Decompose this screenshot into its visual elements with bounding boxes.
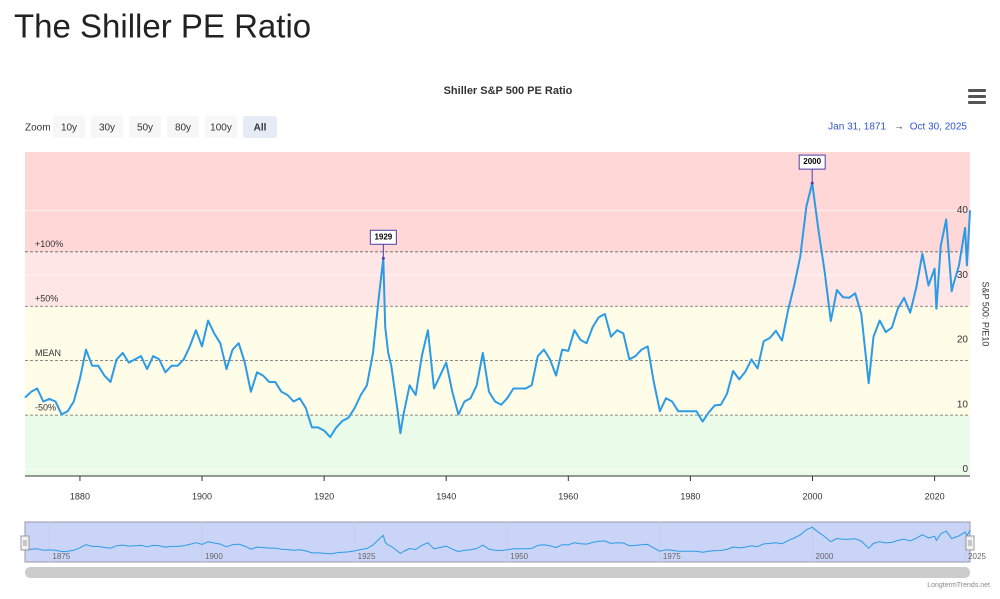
zoom-button-bg bbox=[53, 116, 85, 138]
zoom-button-label: All bbox=[254, 123, 267, 134]
navigator-tick-label: 1900 bbox=[205, 552, 223, 561]
range-from[interactable]: Jan 31, 1871 bbox=[828, 122, 886, 133]
plot-area: 0 10 20 30 40 +100% +50% MEAN -50% 1880 1900 1920 19… bbox=[24, 152, 971, 501]
annotation-point bbox=[381, 256, 385, 260]
annotation-box bbox=[369, 229, 397, 245]
annotation-label: 2000 bbox=[803, 157, 821, 166]
zone-band bbox=[25, 415, 970, 476]
y-axis-title: S&P 500: P/E10 bbox=[981, 282, 991, 347]
zoom-button[interactable]: 50y bbox=[129, 116, 161, 138]
x-tick-label: 1920 bbox=[314, 491, 334, 501]
zoom-buttons: 10y 30y 50y 80y 100y All bbox=[53, 116, 277, 138]
y-tick-label: 30 bbox=[957, 270, 969, 281]
navigator-tick-label: 1975 bbox=[663, 552, 681, 561]
y-tick-label: 20 bbox=[957, 335, 969, 346]
range-separator: → bbox=[894, 122, 904, 133]
navigator-tick-label: 1875 bbox=[52, 552, 70, 561]
navigator-handle-body bbox=[20, 535, 30, 551]
x-tick-label: 2020 bbox=[925, 491, 945, 501]
x-tick-label: 2000 bbox=[802, 491, 822, 501]
zone-band bbox=[25, 251, 970, 307]
zoom-label: Zoom bbox=[25, 123, 51, 134]
range-to[interactable]: Oct 30, 2025 bbox=[910, 122, 968, 133]
band-label: +100% bbox=[35, 239, 63, 249]
y-tick-label: 40 bbox=[957, 205, 969, 216]
zone-band bbox=[25, 306, 970, 361]
zoom-button-label: 10y bbox=[61, 123, 77, 134]
x-tick-label: 1940 bbox=[436, 491, 456, 501]
zoom-button[interactable]: All bbox=[243, 116, 277, 138]
zoom-button[interactable]: 100y bbox=[205, 116, 237, 138]
zoom-button-bg bbox=[91, 116, 123, 138]
band-label: -50% bbox=[35, 402, 56, 412]
zoom-button[interactable]: 30y bbox=[91, 116, 123, 138]
y-tick-label: 0 bbox=[962, 464, 968, 475]
band-label: +50% bbox=[35, 294, 58, 304]
x-tick-label: 1960 bbox=[558, 491, 578, 501]
navigator-line bbox=[24, 526, 971, 555]
zoom-button-bg bbox=[167, 116, 199, 138]
zone-band bbox=[25, 152, 970, 252]
zoom-button-bg bbox=[205, 116, 237, 138]
zoom-button[interactable]: 10y bbox=[53, 116, 85, 138]
page-title: The Shiller PE Ratio bbox=[14, 8, 311, 45]
zoom-button-label: 80y bbox=[175, 123, 191, 134]
annotation-box bbox=[798, 154, 826, 170]
navigator-handle[interactable] bbox=[965, 535, 975, 551]
data-line bbox=[24, 182, 971, 439]
x-tick-label: 1880 bbox=[70, 491, 90, 501]
zoom-button-label: 50y bbox=[137, 123, 153, 134]
navigator: 1875 1900 1925 1950 1975 2000 2025 bbox=[20, 521, 986, 578]
zone-band bbox=[25, 360, 970, 416]
zoom-button-label: 30y bbox=[99, 123, 115, 134]
band-label: MEAN bbox=[35, 348, 61, 358]
menu-bar bbox=[968, 101, 986, 104]
menu-bar bbox=[968, 89, 986, 92]
navigator-handle[interactable] bbox=[20, 535, 30, 551]
annotation-label: 1929 bbox=[374, 232, 392, 241]
menu-icon[interactable] bbox=[968, 89, 986, 104]
menu-bar bbox=[968, 95, 986, 98]
zoom-button-bg bbox=[243, 116, 277, 138]
x-tick-label: 1980 bbox=[680, 491, 700, 501]
annotation-point bbox=[810, 181, 814, 185]
zoom-button[interactable]: 80y bbox=[167, 116, 199, 138]
navigator-tick-label: 1925 bbox=[358, 552, 376, 561]
x-tick-label: 1900 bbox=[192, 491, 212, 501]
chart-title: Shiller S&P 500 PE Ratio bbox=[444, 85, 573, 97]
navigator-tick-label: 2025 bbox=[968, 552, 986, 561]
credit: LongtermTrends.net bbox=[927, 582, 990, 589]
navigator-tick-label: 1950 bbox=[510, 552, 528, 561]
y-tick-label: 10 bbox=[957, 399, 969, 410]
zoom-button-bg bbox=[129, 116, 161, 138]
zoom-button-label: 100y bbox=[210, 123, 232, 134]
scrollbar[interactable] bbox=[25, 567, 970, 578]
navigator-handle-body bbox=[965, 535, 975, 551]
navigator-tick-label: 2000 bbox=[816, 552, 834, 561]
